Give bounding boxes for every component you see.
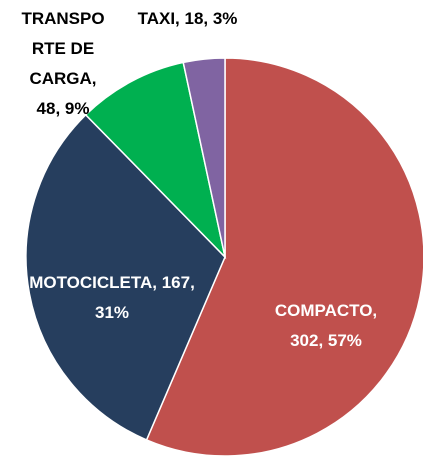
pie-slice bbox=[145, 57, 423, 457]
data-label: MOTOCICLETA, 167, 31% bbox=[29, 273, 195, 322]
data-label: COMPACTO, 302, 57% bbox=[274, 301, 378, 350]
data-label: TRANSPORTE DE CARGA, 48, 9% bbox=[21, 9, 105, 118]
pie-slice bbox=[25, 113, 226, 441]
pie-slice bbox=[84, 61, 227, 260]
pie-slice bbox=[182, 57, 226, 258]
data-label: TAXI, 18, 3% bbox=[137, 9, 238, 28]
